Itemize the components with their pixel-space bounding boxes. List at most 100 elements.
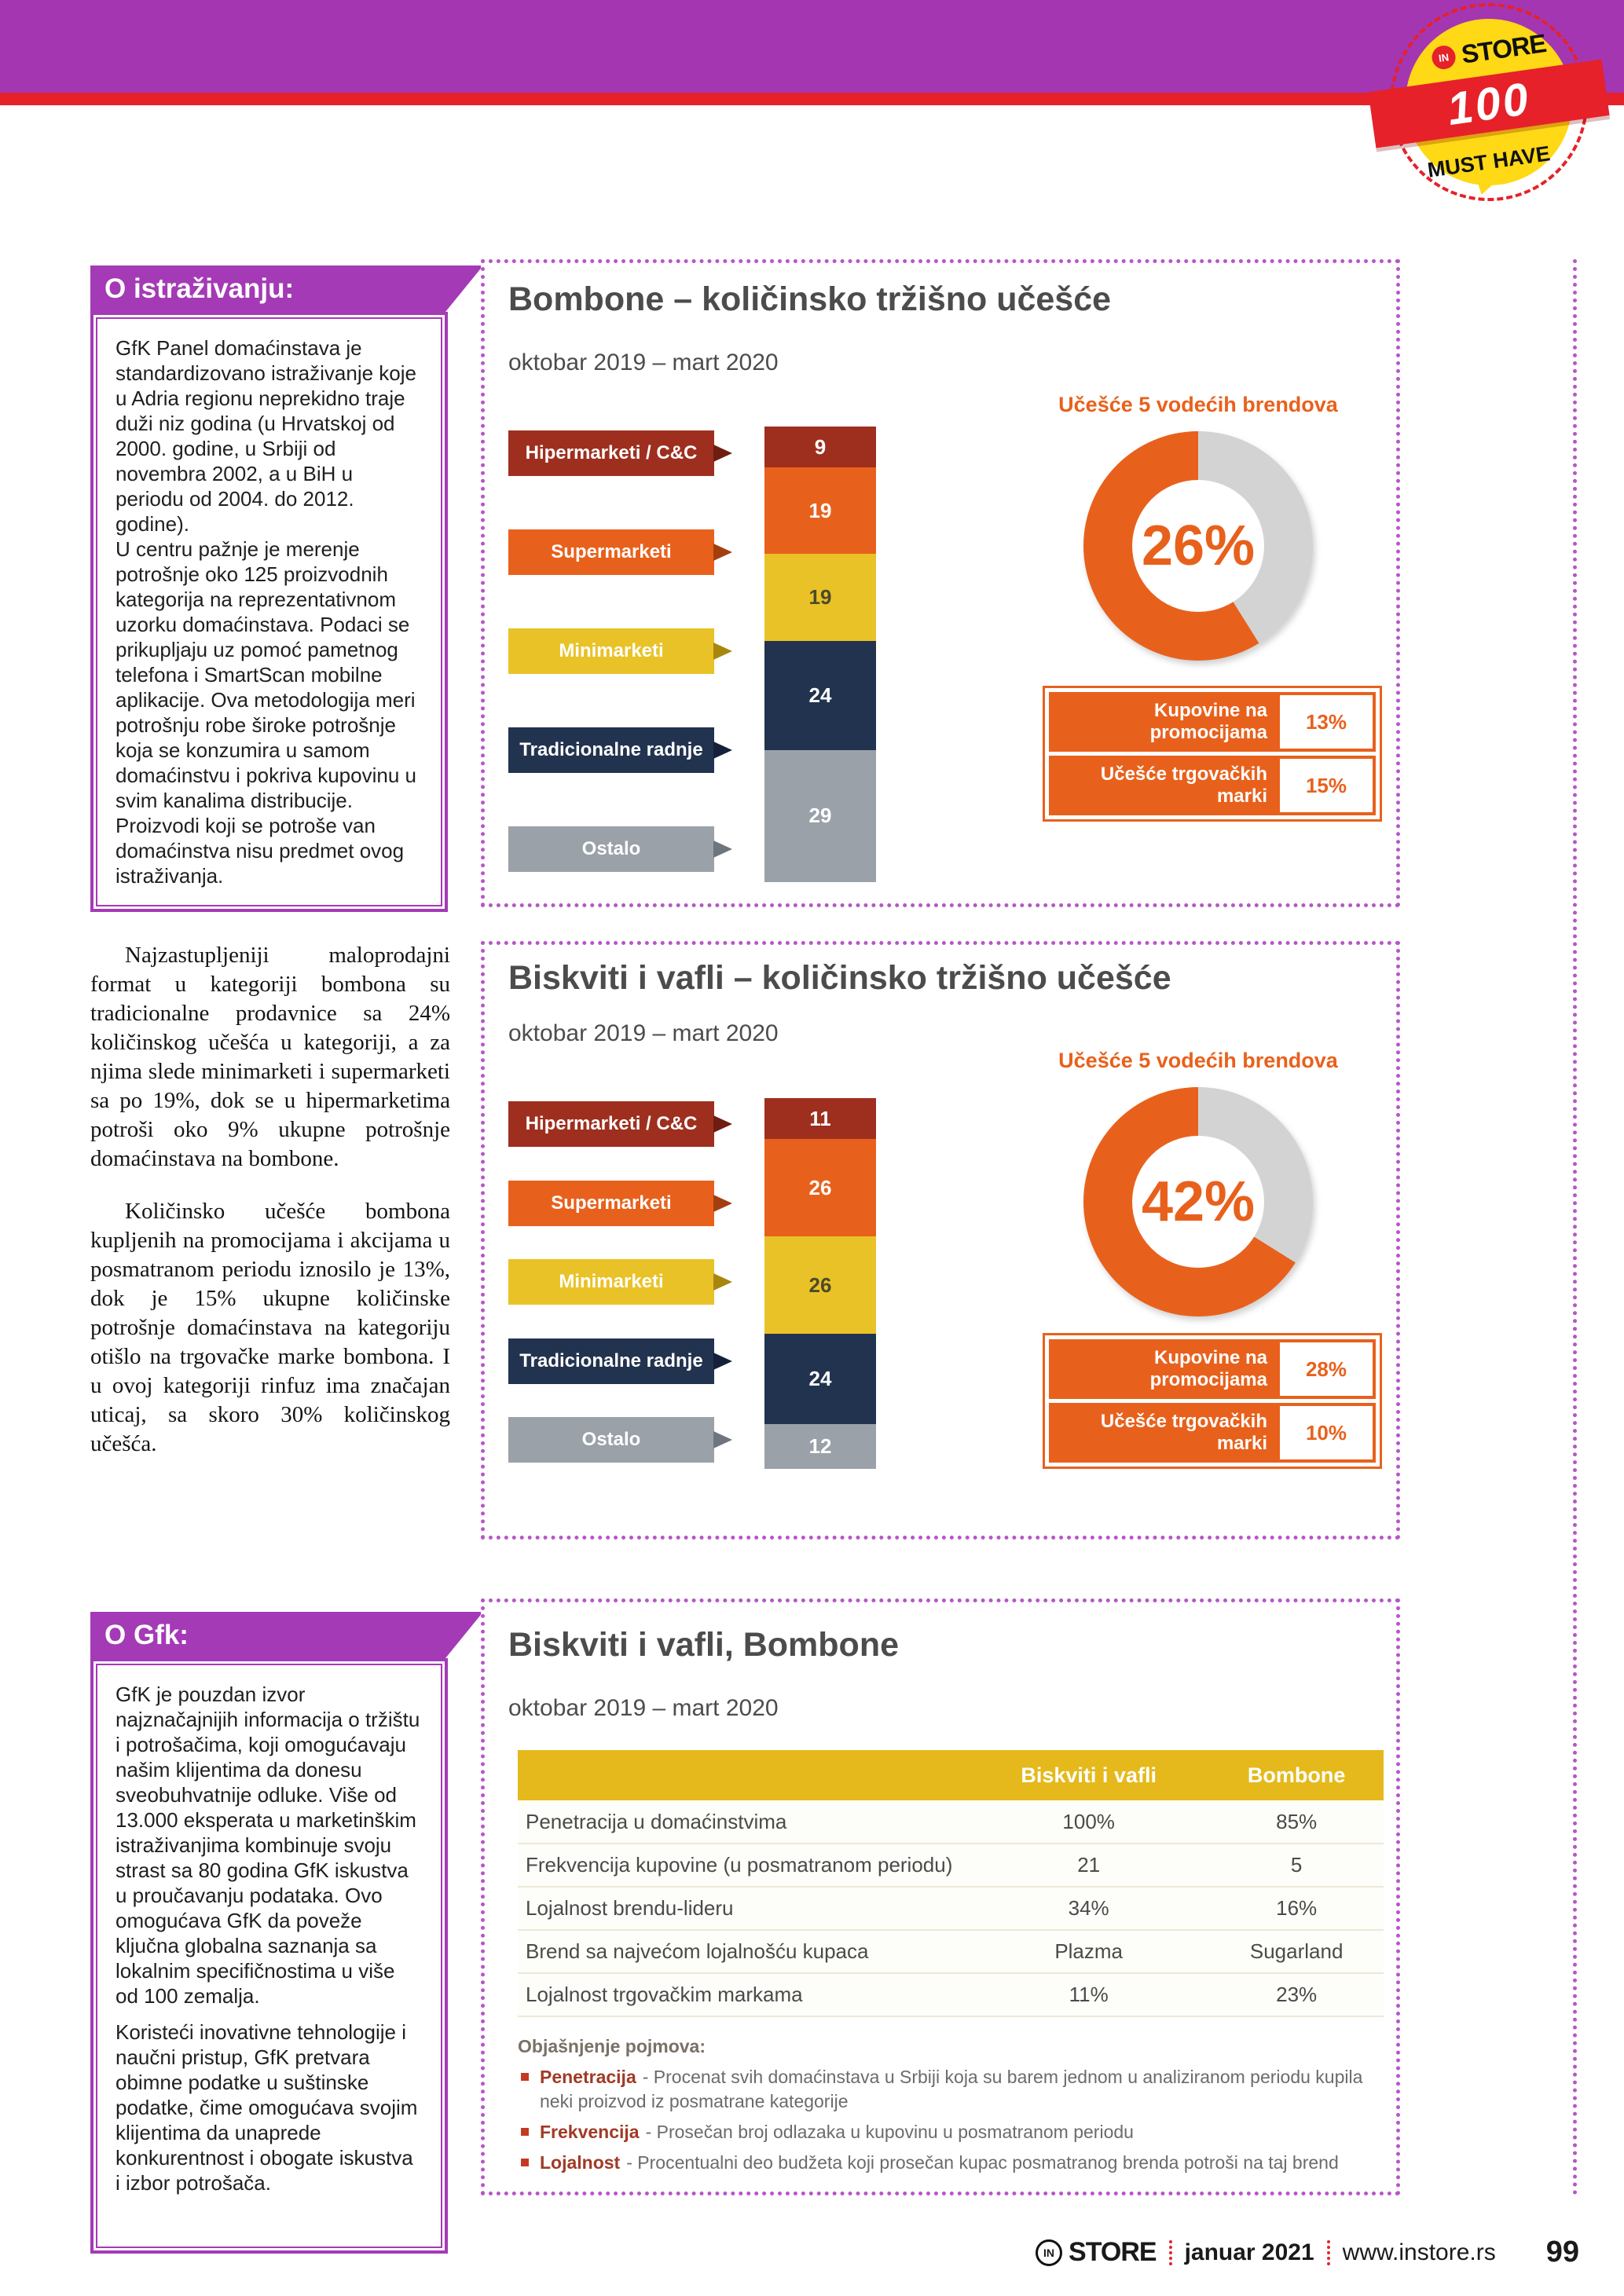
chart-panel-biskviti: Biskviti i vafli – količinsko tržišno uč… [481, 941, 1400, 1540]
instore-logo: IN STORE [1036, 2237, 1157, 2268]
header-red-stripe [0, 93, 1624, 105]
table-header-row: Biskviti i vafli Bombone [518, 1750, 1384, 1800]
header-purple-bar [0, 0, 1624, 93]
footnote-text: - Procenat svih domaćinstava u Srbiji ko… [540, 2067, 1363, 2111]
footnote-item: Lojalnost - Procentualni deo budžeta koji… [518, 2151, 1385, 2175]
stacked-bar-chart: Hipermarketi / C&C Supermarketi Minimark… [508, 1098, 876, 1469]
footnote-term: Lojalnost [540, 2152, 621, 2173]
footer-date: januar 2021 [1184, 2239, 1314, 2265]
article-paragraph-1: Najzastupljeniji maloprodajni format u k… [90, 943, 450, 1171]
about-research-title: O istraživanju: [104, 273, 295, 304]
table-header-bombone: Bombone [1209, 1750, 1384, 1800]
table-panel: Biskviti i vafli, Bombone oktobar 2019 –… [481, 1598, 1400, 2195]
about-research-body: GfK Panel domaćinstava je standardizovan… [115, 336, 416, 888]
donut-chart-block: Učešće 5 vodećih brendova 26% [994, 393, 1402, 661]
about-gfk-title: O Gfk: [104, 1620, 189, 1650]
chart-title: Bombone – količinsko tržišno učešće [508, 280, 1112, 318]
instore-in-icon: IN [1036, 2239, 1063, 2266]
metric-row: Kupovine na promocijama 28% [1049, 1339, 1376, 1399]
about-gfk-paragraph-1: GfK je pouzdan izvor najznačajnijih info… [115, 1683, 420, 2008]
category-label: Minimarketi [508, 1259, 714, 1305]
footer-separator [1326, 2239, 1330, 2265]
footnote-item: Penetracija - Procenat svih domaćinstava … [518, 2065, 1385, 2114]
bar-segment: 19 [764, 467, 876, 555]
footnotes: Objašnjenje pojmova: Penetracija - Procen… [518, 2036, 1385, 2181]
about-gfk-paragraph-2: Koristeći inovativne tehnologije i naučn… [115, 2020, 418, 2195]
metrics-box: Kupovine na promocijama 13% Učešće trgov… [1043, 686, 1382, 822]
about-research-banner: O istraživanju: [90, 265, 483, 312]
category-labels: Hipermarketi / C&C Supermarketi Minimark… [508, 427, 714, 876]
bar-segment: 11 [764, 1098, 876, 1140]
stacked-column: 9 19 19 24 29 [764, 427, 876, 883]
metric-row: Učešće trgovačkih marki 15% [1049, 756, 1376, 815]
donut-value: 42% [1141, 1170, 1256, 1233]
donut-chart: 26% [1083, 431, 1313, 661]
bar-segment: 24 [764, 640, 876, 750]
chart-panel-bombone: Bombone – količinsko tržišno učešće okto… [481, 259, 1400, 907]
metric-label: Učešće trgovačkih marki [1100, 764, 1267, 807]
category-label: Supermarketi [508, 529, 714, 575]
donut-label: Učešće 5 vodećih brendova [1058, 1049, 1338, 1072]
donut-value: 26% [1141, 514, 1256, 577]
metric-value: 13% [1280, 695, 1373, 749]
table-subtitle: oktobar 2019 – mart 2020 [508, 1695, 779, 1721]
page-number: 99 [1545, 2236, 1579, 2269]
page-footer: IN STORE januar 2021 www.instore.rs 99 [1036, 2236, 1579, 2269]
category-label: Minimarketi [508, 628, 714, 674]
category-labels: Hipermarketi / C&C Supermarketi Minimark… [508, 1098, 714, 1466]
left-column: O istraživanju: GfK Panel domaćinstava j… [90, 0, 460, 2296]
metric-label: Kupovine na promocijama [1149, 700, 1267, 743]
category-label: Tradicionalne radnje [508, 1338, 714, 1384]
metrics-box: Kupovine na promocijama 28% Učešće trgov… [1043, 1333, 1382, 1469]
metric-value: 10% [1280, 1406, 1373, 1459]
instore-in-icon: IN [1430, 44, 1457, 71]
footnote-term: Penetracija [540, 2067, 636, 2087]
badge-number: 100 [1444, 72, 1534, 135]
metric-label: Kupovine na promocijama [1149, 1347, 1267, 1390]
stacked-bar-chart: Hipermarketi / C&C Supermarketi Minimark… [508, 427, 876, 883]
footnote-text: - Prosečan broj odlazaka u kupovinu u po… [645, 2122, 1134, 2142]
chart-subtitle: oktobar 2019 – mart 2020 [508, 350, 779, 375]
metric-row: Učešće trgovačkih marki 10% [1049, 1403, 1376, 1463]
metric-row: Kupovine na promocijama 13% [1049, 692, 1376, 752]
footnote-item: Frekvencija - Prosečan broj odlazaka u ku… [518, 2120, 1385, 2144]
category-label: Ostalo [508, 826, 714, 872]
table-row: Lojalnost brendu-lideru 34% 16% [518, 1887, 1384, 1931]
category-label: Ostalo [508, 1417, 714, 1463]
chart-title: Biskviti i vafli – količinsko tržišno uč… [508, 959, 1171, 997]
donut-label: Učešće 5 vodećih brendova [1058, 393, 1338, 416]
article-text: Najzastupljeniji maloprodajni format u k… [90, 941, 450, 1459]
bullet-icon [521, 2159, 529, 2166]
bar-segment: 29 [764, 749, 876, 883]
category-label: Hipermarketi / C&C [508, 430, 714, 476]
footnotes-heading: Objašnjenje pojmova: [518, 2036, 706, 2056]
bullet-icon [521, 2073, 529, 2081]
metric-value: 28% [1280, 1342, 1373, 1396]
instore-100-badge: IN STORE 100 MUST HAVE [1368, 3, 1610, 212]
bar-segment: 19 [764, 554, 876, 641]
donut-chart-block: Učešće 5 vodećih brendova 42% [994, 1049, 1402, 1316]
category-label: Hipermarketi / C&C [508, 1101, 714, 1147]
bar-segment: 26 [764, 1236, 876, 1335]
bar-segment: 9 [764, 427, 876, 468]
category-label: Supermarketi [508, 1180, 714, 1226]
table-header-biskviti: Biskviti i vafli [968, 1750, 1210, 1800]
comparison-table: Biskviti i vafli Bombone Penetracija u d… [518, 1750, 1384, 2017]
footnote-term: Frekvencija [540, 2122, 640, 2142]
about-gfk-banner: O Gfk: [90, 1612, 483, 1658]
footer-separator [1168, 2239, 1172, 2265]
donut-chart: 42% [1083, 1087, 1313, 1316]
right-margin-dotted-rule [1573, 259, 1577, 2196]
footnote-text: - Procentualni deo budžeta koji prosečan… [626, 2152, 1339, 2173]
about-research-box: GfK Panel domaćinstava je standardizovan… [90, 312, 448, 912]
metric-value: 15% [1280, 759, 1373, 812]
article-paragraph-2: Količinsko učešće bombona kupljenih na p… [90, 1199, 450, 1456]
stacked-column: 11 26 26 24 12 [764, 1098, 876, 1469]
table-row: Lojalnost trgovačkim markama 11% 23% [518, 1973, 1384, 2017]
chart-subtitle: oktobar 2019 – mart 2020 [508, 1020, 779, 1046]
bar-segment: 12 [764, 1423, 876, 1469]
category-label: Tradicionalne radnje [508, 727, 714, 773]
metric-label: Učešće trgovačkih marki [1100, 1411, 1267, 1454]
table-row: Frekvencija kupovine (u posmatranom peri… [518, 1844, 1384, 1888]
table-row: Penetracija u domaćinstvima 100% 85% [518, 1800, 1384, 1844]
